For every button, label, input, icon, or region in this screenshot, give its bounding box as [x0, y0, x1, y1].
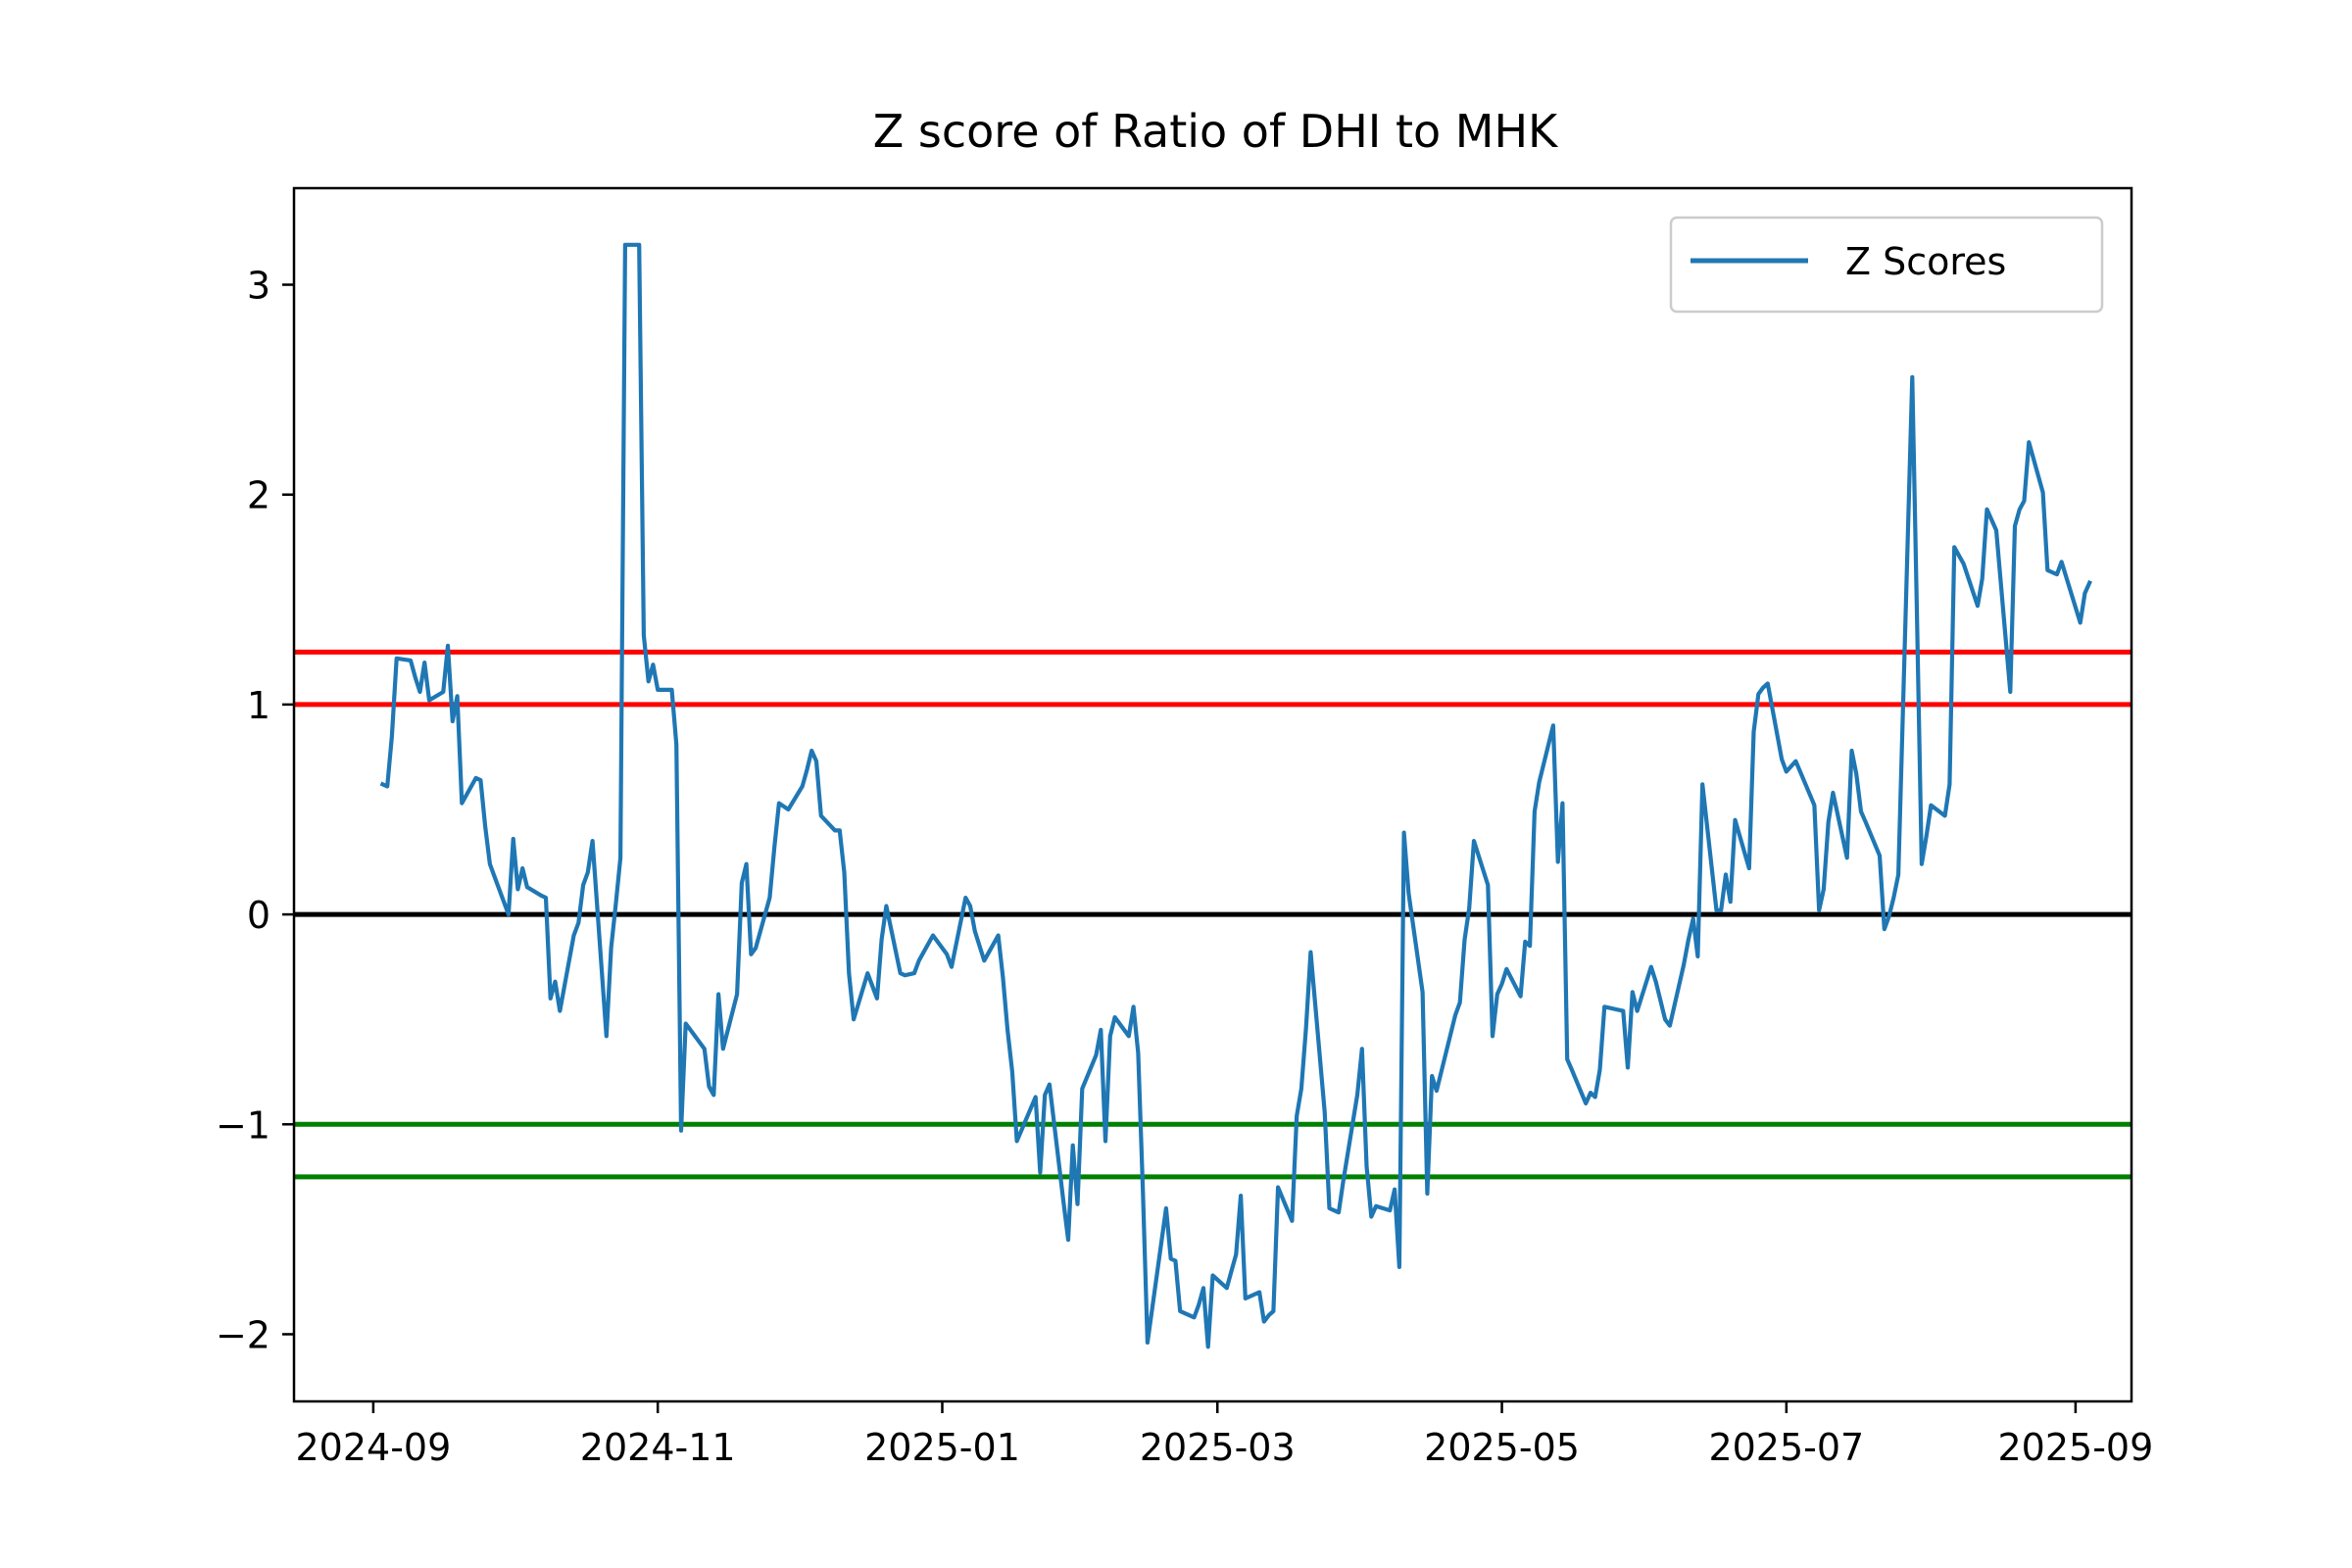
x-tick-label: 2024-09: [296, 1426, 452, 1469]
y-tick-label: 1: [247, 684, 270, 727]
y-tick-label: −1: [216, 1103, 270, 1147]
y-axis: 3 2 1 0 −1 −2: [216, 265, 294, 1356]
x-tick-label: 2025-05: [1424, 1426, 1580, 1469]
legend-label: Z Scores: [1845, 240, 2006, 283]
plot-area-frame: [292, 186, 2133, 1403]
y-tick-label: 3: [247, 265, 270, 308]
x-tick-label: 2024-11: [580, 1426, 736, 1469]
series-layer: [379, 242, 2092, 1349]
series-line-0: [379, 242, 2092, 1349]
chart-title: Z score of Ratio of DHI to MHK: [873, 105, 1559, 158]
y-tick-label: 0: [247, 894, 270, 937]
reference-lines: [294, 649, 2132, 1180]
y-tick-label: 2: [247, 474, 270, 517]
y-tick-label: −2: [216, 1313, 270, 1356]
x-tick-label: 2025-07: [1708, 1426, 1864, 1469]
x-tick-label: 2025-03: [1140, 1426, 1296, 1469]
legend: Z Scores: [1669, 216, 2104, 314]
x-axis: 2024-09 2024-11 2025-01 2025-03 2025-05 2025-…: [296, 1401, 2154, 1469]
x-tick-label: 2025-09: [1998, 1426, 2154, 1469]
legend-box: [1669, 216, 2104, 314]
x-tick-label: 2025-01: [864, 1426, 1020, 1469]
